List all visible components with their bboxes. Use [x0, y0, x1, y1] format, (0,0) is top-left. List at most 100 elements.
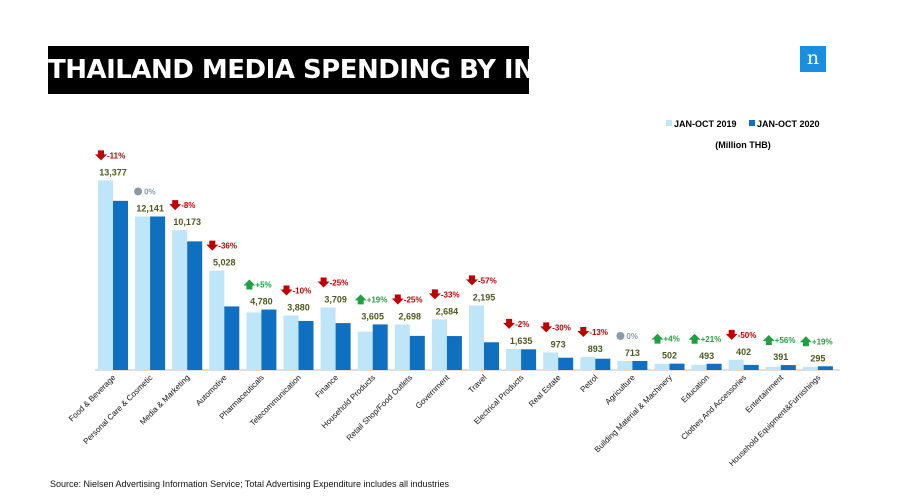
change-label: +19%	[367, 295, 388, 304]
legend-label-2019: JAN-OCT 2019	[674, 119, 737, 129]
category-label: Real Estate	[527, 373, 563, 409]
value-label: 5,028	[213, 258, 236, 268]
bar-2020	[780, 365, 796, 370]
change-label: +19%	[812, 337, 833, 346]
bar-2020	[113, 200, 128, 370]
category-label: Government	[414, 373, 452, 411]
arrow-down-icon	[725, 329, 738, 340]
category-label: Petrol	[579, 373, 600, 394]
value-label: 493	[699, 351, 714, 361]
bar-2020	[187, 241, 203, 370]
bar-2020	[261, 309, 277, 370]
change-label: -36%	[218, 242, 237, 251]
bar-2019	[135, 216, 151, 370]
arrow-down-icon	[169, 200, 182, 211]
value-label: 502	[662, 351, 677, 361]
category-label: Personal Care & Cosmetic	[81, 373, 154, 446]
bar-2020	[335, 323, 351, 370]
chart-title: THAILAND MEDIA SPENDING BY INDUSTRY	[48, 46, 529, 94]
bar-2020	[817, 366, 833, 370]
arrow-up-icon	[688, 333, 701, 344]
arrow-down-icon	[466, 275, 478, 286]
value-label: 1,635	[510, 336, 533, 346]
bar-2020	[558, 357, 574, 370]
change-label: 0%	[144, 187, 156, 196]
bar-2019	[617, 360, 633, 370]
category-label: Automotive	[194, 373, 229, 408]
arrow-down-icon	[540, 322, 553, 333]
bar-2020	[743, 364, 759, 370]
value-label: 13,377	[99, 167, 127, 177]
change-label: -33%	[441, 290, 460, 299]
arrow-down-icon	[280, 285, 293, 296]
change-label: +5%	[255, 281, 271, 290]
change-label: -13%	[589, 328, 608, 337]
bar-2019	[431, 319, 447, 370]
change-label: -2%	[515, 320, 529, 329]
arrow-up-icon	[651, 333, 664, 344]
bars-group	[98, 180, 833, 370]
category-label: Building Material & Machinery	[593, 373, 674, 454]
bar-2020	[372, 324, 388, 370]
bar-2020	[669, 363, 685, 370]
bar-2019	[469, 305, 484, 370]
arrow-down-icon	[391, 294, 404, 305]
neutral-dot-icon	[616, 331, 625, 340]
value-label: 713	[625, 348, 640, 358]
change-label: -57%	[478, 276, 497, 285]
bar-2019	[654, 363, 670, 370]
arrow-down-icon	[317, 277, 330, 288]
bar-2019	[691, 364, 707, 370]
arrow-down-icon	[577, 327, 590, 338]
category-label: Agriculture	[603, 373, 637, 407]
change-label: -11%	[107, 151, 125, 160]
value-label: 295	[810, 353, 825, 363]
bar-2019	[728, 359, 744, 370]
bar-2019	[543, 352, 559, 370]
value-label: 12,141	[136, 203, 164, 213]
bar-2019	[98, 180, 113, 370]
change-label: -50%	[738, 331, 757, 340]
change-label: -25%	[404, 296, 423, 305]
bar-2019	[506, 348, 522, 370]
bar-2020	[484, 342, 499, 370]
bar-2020	[706, 363, 722, 370]
category-label: Education	[679, 373, 711, 405]
bar-2020	[150, 216, 166, 370]
arrow-up-icon	[354, 294, 367, 305]
arrow-down-icon	[503, 318, 516, 329]
change-label: -25%	[330, 278, 349, 287]
category-label: Clothes And Accessories	[679, 373, 748, 442]
category-label: Retail Shop/Food Outlets	[345, 373, 415, 443]
source-note: Source: Nielsen Advertising Information …	[50, 479, 450, 489]
arrow-down-icon	[428, 289, 441, 300]
change-label: +21%	[701, 335, 722, 344]
bar-2020	[521, 349, 537, 370]
legend-swatch-2020	[749, 120, 755, 126]
change-label: -8%	[181, 201, 195, 210]
nielsen-logo-icon: n	[800, 46, 826, 72]
value-label: 391	[773, 352, 788, 362]
bar-2020	[632, 360, 648, 370]
category-label: Finance	[314, 373, 341, 400]
value-label: 3,880	[287, 302, 310, 312]
value-label: 2,698	[399, 312, 422, 322]
change-label: +4%	[664, 335, 680, 344]
value-label: 2,684	[436, 306, 459, 316]
arrow-down-icon	[206, 240, 219, 251]
value-label: 10,173	[173, 217, 201, 227]
bar-2020	[409, 335, 425, 370]
arrow-up-icon	[762, 335, 775, 346]
legend-swatch-2019	[666, 120, 672, 126]
bar-2020	[595, 358, 611, 370]
arrow-up-icon	[243, 279, 256, 290]
change-label: -30%	[552, 323, 571, 332]
arrow-down-icon	[95, 150, 107, 161]
legend: JAN-OCT 2019 JAN-OCT 2020 (Million THB)	[666, 119, 820, 150]
value-label: 4,780	[250, 297, 273, 307]
bar-2019	[246, 312, 262, 370]
bar-2019	[357, 331, 373, 370]
value-label: 402	[736, 347, 751, 357]
value-label: 973	[551, 339, 566, 349]
bar-2020	[446, 336, 462, 370]
